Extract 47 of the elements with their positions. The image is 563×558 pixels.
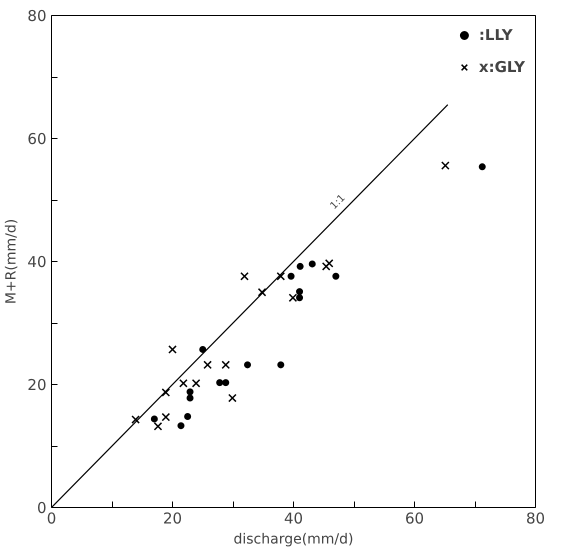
point — [177, 422, 184, 430]
x-tick-label: 80 — [526, 510, 546, 528]
point — [162, 412, 170, 422]
point — [222, 379, 230, 386]
y-tick-label: 20 — [27, 376, 47, 394]
point — [199, 346, 206, 353]
point — [308, 260, 316, 268]
y-tick-label: 60 — [27, 130, 47, 148]
x-tick-label: 20 — [162, 510, 182, 528]
point — [186, 388, 194, 396]
point — [441, 161, 450, 170]
point — [154, 422, 162, 431]
legend-label: :LLY — [478, 26, 513, 44]
point — [150, 415, 158, 422]
point — [296, 262, 304, 270]
point — [288, 294, 298, 302]
point — [332, 272, 340, 280]
point — [192, 378, 200, 388]
point — [296, 294, 304, 302]
point — [478, 163, 486, 170]
point — [296, 288, 304, 296]
x-tick-label: 60 — [404, 510, 424, 528]
point — [216, 379, 224, 386]
point — [179, 378, 188, 388]
y-tick-label: 40 — [27, 253, 47, 271]
point — [203, 360, 212, 370]
point — [276, 272, 286, 281]
point — [322, 262, 330, 271]
point — [162, 388, 170, 397]
point — [277, 361, 284, 368]
point — [228, 394, 237, 402]
x-axis-title: discharge(mm/d) — [233, 532, 354, 548]
point — [288, 272, 295, 280]
y-axis-title: M+R(mm/d) — [3, 218, 20, 304]
point — [186, 394, 194, 402]
point — [184, 412, 192, 420]
point — [324, 259, 334, 268]
point — [258, 288, 266, 297]
point — [244, 361, 252, 368]
legend-label: x:GLY — [478, 58, 525, 76]
point — [221, 360, 230, 370]
point — [131, 415, 140, 424]
point — [240, 272, 249, 281]
x-tick-label: 40 — [284, 510, 304, 528]
annotation: 1:1 — [328, 192, 348, 212]
point — [168, 345, 177, 354]
y-tick-label: 80 — [27, 7, 47, 25]
